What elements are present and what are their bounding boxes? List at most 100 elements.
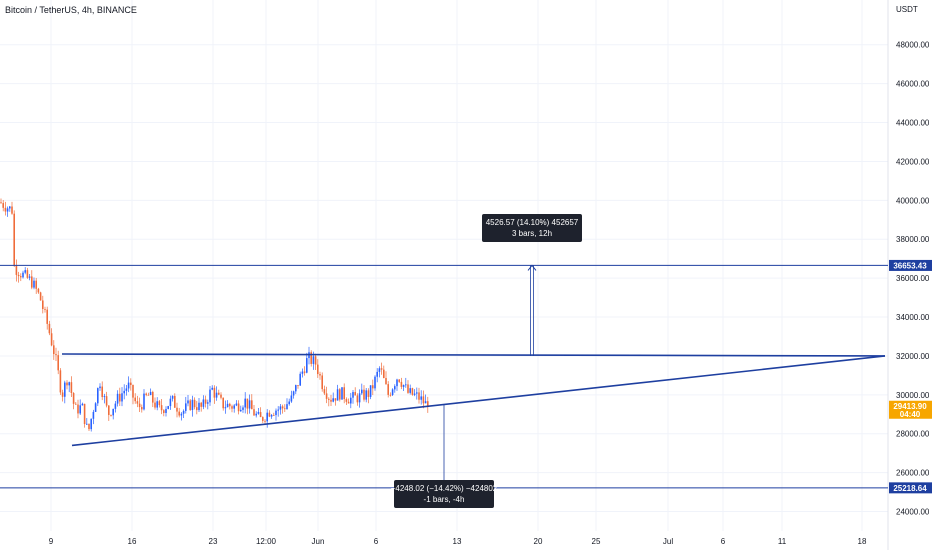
candle-body <box>424 401 427 404</box>
candle-body <box>105 396 108 406</box>
candle-body <box>79 405 81 414</box>
candle-body <box>281 406 284 409</box>
chart-title: Bitcoin / TetherUS, 4h, BINANCE <box>5 5 137 15</box>
candle-body <box>407 384 409 393</box>
candle-body <box>185 403 187 411</box>
candle-body <box>196 407 198 411</box>
candle-body <box>273 414 275 416</box>
candle-body <box>134 397 136 402</box>
candle-body <box>325 393 328 399</box>
candle-body <box>262 417 264 421</box>
candle-body <box>75 403 77 405</box>
candle-body <box>268 412 271 417</box>
candle-body <box>125 388 128 391</box>
candle-body <box>279 406 282 410</box>
candle-body <box>44 308 46 310</box>
x-tick-label: Jul <box>663 537 673 546</box>
candle-body <box>341 387 343 400</box>
candle-body <box>356 395 359 403</box>
candle-body <box>380 368 383 370</box>
candle-body <box>235 403 238 406</box>
candle-body <box>295 385 297 392</box>
y-tick-label: 48000.00 <box>896 41 930 50</box>
resistance-badge <box>889 259 932 271</box>
candles <box>0 198 429 432</box>
candle-body <box>310 352 312 364</box>
candle-body <box>385 378 387 385</box>
measure-tooltip-sub: 3 bars, 12h <box>512 229 552 238</box>
candle-body <box>101 386 103 398</box>
candle-body <box>189 400 191 411</box>
x-tick-label: 18 <box>858 537 867 546</box>
y-tick-label: 32000.00 <box>896 352 930 361</box>
candle-body <box>240 409 242 412</box>
candle-body <box>200 402 202 407</box>
candle-body <box>336 389 339 401</box>
y-tick-label: 46000.00 <box>896 80 930 89</box>
candle-body <box>396 379 398 387</box>
candle-body <box>114 403 117 409</box>
candle-body <box>383 369 385 379</box>
candle-body <box>266 412 268 422</box>
candle-body <box>257 412 260 414</box>
candle-body <box>110 414 112 416</box>
candle-body <box>224 407 227 409</box>
measure-tooltip <box>394 480 494 508</box>
candle-body <box>141 407 143 410</box>
measure-tooltip <box>482 214 582 242</box>
candle-body <box>365 390 367 400</box>
candle-body <box>284 408 286 410</box>
candle-body <box>209 389 211 403</box>
candle-body <box>207 402 209 404</box>
candle-body <box>264 420 266 422</box>
candle-body <box>66 382 68 386</box>
candle-body <box>61 392 64 397</box>
measure-tooltip-sub: -1 bars, -4h <box>424 495 465 504</box>
candle-body <box>389 394 392 396</box>
candle-body <box>275 410 277 416</box>
x-tick-label: Jun <box>312 537 325 546</box>
measure-tooltip-label: −4248.02 (−14.42%) −424802 <box>391 484 498 493</box>
candle-body <box>171 395 174 399</box>
candle-body <box>369 385 372 397</box>
candle-body <box>352 392 354 398</box>
price-axis[interactable]: 24000.00 26000.00 28000.00 30000.00 32000.00… <box>896 41 930 517</box>
candle-body <box>77 404 79 414</box>
x-tick-label: 11 <box>778 537 787 546</box>
candle-body <box>22 272 24 278</box>
candle-body <box>46 309 48 324</box>
candle-body <box>33 280 35 288</box>
candle-body <box>255 413 257 416</box>
candle-body <box>350 397 352 404</box>
current-price-badge-countdown: 04:40 <box>900 410 921 419</box>
candle-body <box>132 384 134 398</box>
candle-body <box>191 399 194 411</box>
candle-body <box>226 403 229 408</box>
candle-body <box>229 403 231 407</box>
y-tick-label: 44000.00 <box>896 119 930 128</box>
candle-body <box>215 392 218 398</box>
candle-body <box>182 410 185 414</box>
candle-body <box>94 403 97 412</box>
y-tick-label: 26000.00 <box>896 469 930 478</box>
candle-body <box>178 411 180 416</box>
candle-body <box>193 399 196 408</box>
candle-body <box>64 382 66 397</box>
candle-body <box>53 345 55 355</box>
candle-body <box>253 409 255 416</box>
candle-body <box>211 387 213 390</box>
triangle-upper-line <box>61 353 886 357</box>
candle-body <box>123 390 125 394</box>
candle-body <box>277 409 279 411</box>
candle-body <box>251 400 253 410</box>
x-tick-label: 6 <box>374 537 379 546</box>
candle-body <box>24 270 26 273</box>
y-tick-label: 28000.00 <box>896 430 930 439</box>
time-axis[interactable]: 9 16 23 12:00 Jun 6 13 20 25 Jul 6 11 18 <box>49 537 867 546</box>
candle-body <box>154 402 156 408</box>
candle-body <box>121 393 123 402</box>
candle-body <box>176 407 178 412</box>
current-price-badge <box>889 400 932 419</box>
candle-body <box>418 392 420 400</box>
